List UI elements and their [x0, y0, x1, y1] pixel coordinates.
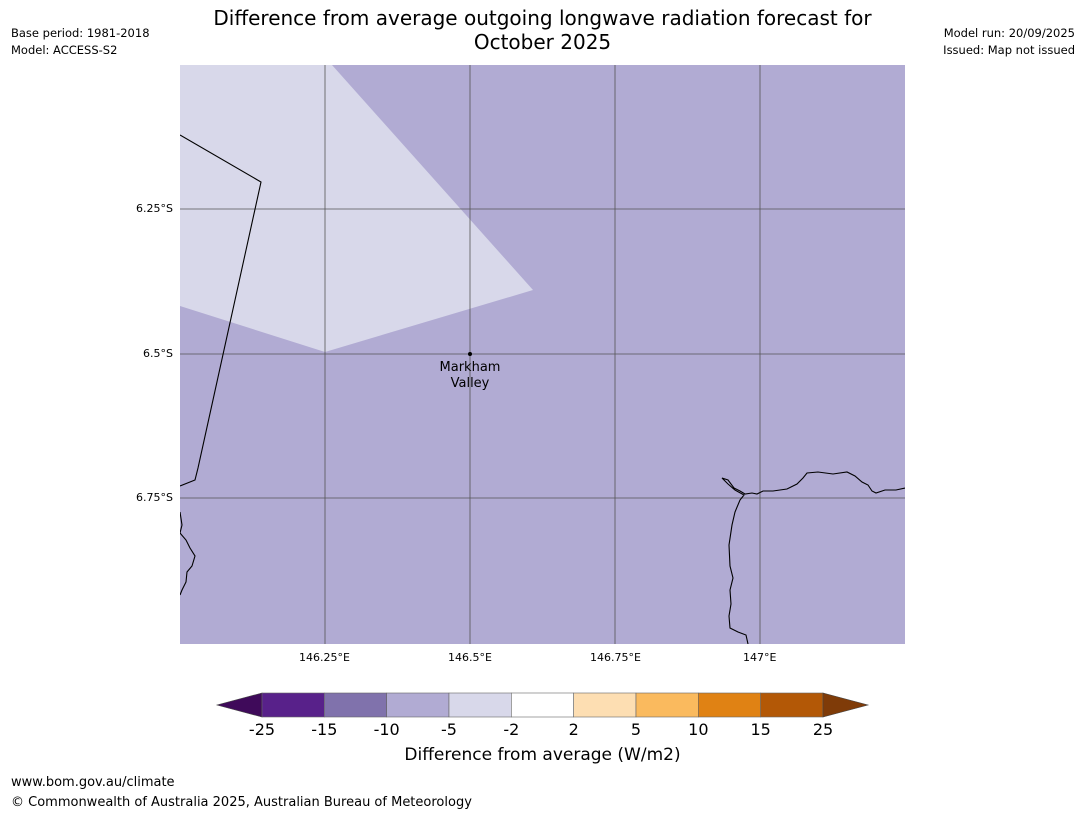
- model-text: Model: ACCESS-S2: [11, 43, 118, 57]
- map-boundaries: [180, 134, 905, 644]
- colorbar-segment: [386, 692, 450, 718]
- coastline-west: [180, 511, 196, 596]
- colorbar-segment: [448, 692, 512, 718]
- province-boundary: [180, 134, 262, 487]
- colorbar-segment: [261, 692, 325, 718]
- colorbar-tick-label: 25: [812, 720, 834, 739]
- place-label-line1: Markham: [439, 360, 501, 375]
- place-label-line2: Valley: [450, 376, 490, 391]
- map-metadata-left: Base period: 1981-2018 Model: ACCESS-S2: [11, 25, 150, 59]
- colorbar-segments: [261, 692, 824, 718]
- lat-label-6-75: 6.75°S: [136, 491, 173, 504]
- colorbar-tick-label: 2: [568, 720, 579, 739]
- lon-label-146-75: 146.75°E: [590, 651, 641, 664]
- place-label-markham-valley: Markham Valley: [420, 360, 520, 392]
- map-metadata-right: Model run: 20/09/2025 Issued: Map not is…: [943, 25, 1075, 59]
- lon-label-147: 147°E: [743, 651, 777, 664]
- colorbar-tick-label: -2: [503, 720, 520, 739]
- colorbar-tick-label: -5: [441, 720, 457, 739]
- colorbar-tick-label: -15: [311, 720, 338, 739]
- colorbar-segment: [573, 692, 637, 718]
- colorbar-arrow-left: [215, 692, 263, 718]
- colorbar: [215, 692, 870, 718]
- map-light-anomaly-area: [180, 65, 533, 352]
- lon-label-146-5: 146.5°E: [448, 651, 492, 664]
- map-gridlines: [180, 65, 905, 644]
- colorbar-tick-label: 10: [688, 720, 709, 739]
- colorbar-tick-label: -10: [373, 720, 400, 739]
- map-title-line1: Difference from average outgoing longwav…: [213, 6, 872, 30]
- model-run-text: Model run: 20/09/2025: [943, 26, 1075, 40]
- colorbar-segment: [760, 692, 824, 718]
- colorbar-tick-label: -25: [248, 720, 276, 739]
- footer-copyright: © Commonwealth of Australia 2025, Austra…: [11, 795, 472, 810]
- forecast-map: [180, 65, 905, 644]
- coastline-east: [721, 471, 905, 644]
- colorbar-segment: [698, 692, 761, 718]
- footer-url: www.bom.gov.au/climate: [11, 775, 175, 790]
- colorbar-segment: [511, 692, 574, 718]
- lon-label-146-25: 146.25°E: [299, 651, 350, 664]
- lat-label-6-5: 6.5°S: [143, 347, 173, 360]
- base-period-text: Base period: 1981-2018: [11, 26, 150, 40]
- colorbar-label: Difference from average (W/m2): [404, 745, 681, 765]
- colorbar-arrow-right: [822, 692, 870, 718]
- colorbar-segment: [635, 692, 699, 718]
- issued-text: Issued: Map not issued: [943, 43, 1075, 57]
- lat-label-6-25: 6.25°S: [136, 202, 173, 215]
- map-title: Difference from average outgoing longwav…: [180, 6, 905, 54]
- colorbar-tick-label: 15: [750, 720, 771, 739]
- colorbar-segment: [324, 692, 387, 718]
- colorbar-tick-label: 5: [630, 720, 642, 739]
- markham-valley-marker: [468, 352, 472, 356]
- map-title-line2: October 2025: [473, 30, 612, 54]
